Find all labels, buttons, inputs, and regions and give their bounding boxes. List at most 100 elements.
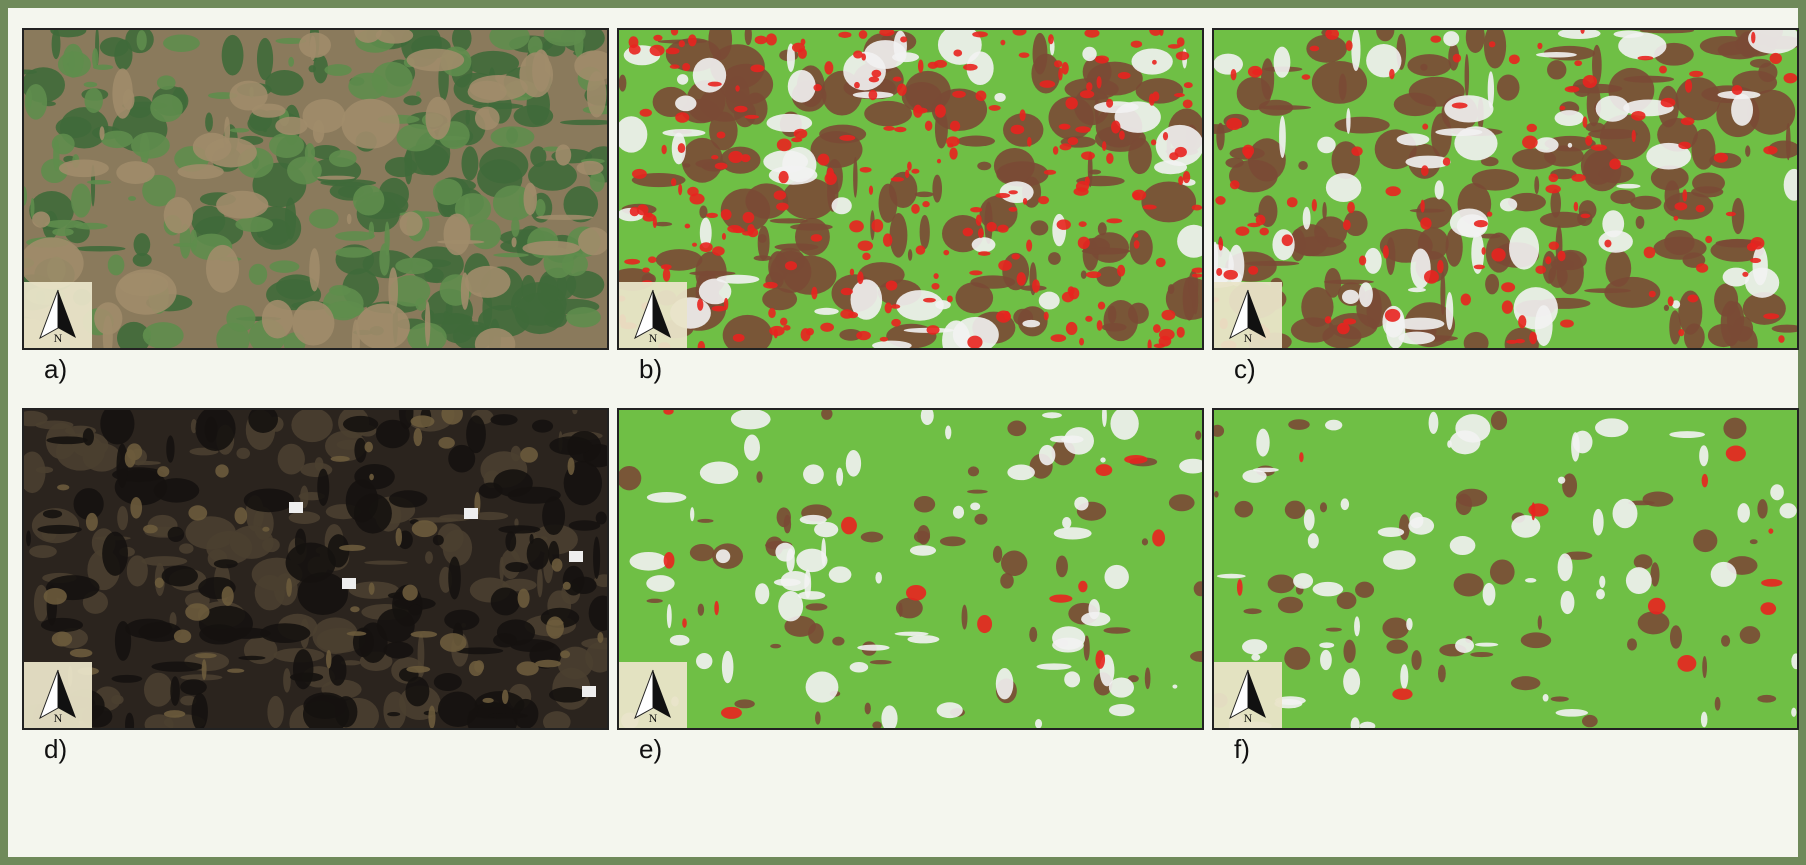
texture-patch — [1039, 445, 1055, 465]
texture-patch — [1668, 296, 1674, 306]
texture-patch — [1298, 161, 1308, 170]
texture-patch — [1472, 169, 1519, 191]
texture-patch — [856, 331, 871, 340]
texture-patch — [309, 248, 320, 291]
texture-patch — [1343, 640, 1355, 663]
texture-patch — [593, 537, 600, 579]
texture-patch — [1455, 414, 1490, 442]
texture-patch — [1059, 143, 1071, 150]
texture-patch — [518, 589, 530, 608]
texture-patch — [1638, 611, 1670, 634]
texture-patch — [1142, 538, 1148, 545]
texture-patch — [238, 656, 265, 660]
texture-patch — [82, 443, 120, 471]
texture-patch — [1183, 171, 1190, 183]
texture-patch — [185, 603, 209, 620]
texture-patch — [1098, 302, 1105, 310]
texture-patch — [839, 135, 855, 141]
texture-patch — [119, 272, 169, 296]
texture-patch — [914, 107, 927, 113]
texture-patch — [1573, 431, 1593, 454]
texture-patch — [117, 506, 128, 530]
texture-patch — [777, 507, 791, 527]
texture-patch — [1678, 329, 1684, 336]
texture-patch — [1490, 559, 1515, 584]
texture-patch — [286, 578, 292, 597]
texture-patch — [542, 496, 565, 535]
texture-patch — [53, 139, 59, 172]
texture-patch — [742, 231, 753, 236]
texture-patch — [1385, 309, 1400, 322]
texture-patch — [1491, 248, 1505, 261]
texture-patch — [1064, 671, 1080, 687]
texture-patch — [1453, 54, 1461, 63]
texture-patch — [576, 161, 603, 175]
texture-patch — [57, 484, 69, 490]
texture-patch — [155, 578, 164, 589]
texture-patch — [1032, 279, 1040, 292]
texture-patch — [780, 318, 787, 326]
texture-patch — [891, 177, 904, 182]
texture-patch — [989, 105, 1001, 111]
texture-patch — [267, 696, 283, 728]
texture-patch — [1285, 501, 1305, 519]
texture-patch — [1073, 187, 1088, 195]
texture-patch — [490, 414, 517, 425]
texture-patch — [1692, 172, 1725, 193]
texture-patch — [977, 615, 992, 633]
texture-patch — [222, 586, 234, 606]
texture-patch — [998, 260, 1012, 271]
texture-patch — [1699, 445, 1708, 466]
texture-patch — [755, 583, 769, 604]
texture-patch — [409, 605, 422, 616]
texture-patch — [788, 70, 816, 103]
texture-patch — [1009, 207, 1018, 212]
texture-patch — [560, 650, 570, 658]
texture-patch — [1156, 125, 1202, 166]
texture-patch — [698, 604, 704, 616]
texture-patch — [137, 30, 147, 50]
texture-patch — [1017, 272, 1026, 285]
texture-patch — [174, 629, 191, 643]
texture-patch — [1583, 75, 1597, 88]
texture-patch — [734, 699, 754, 708]
texture-patch — [1696, 263, 1708, 273]
texture-patch — [1522, 135, 1538, 148]
texture-patch — [706, 213, 718, 218]
texture-patch — [1558, 477, 1565, 484]
texture-patch — [511, 446, 521, 462]
texture-patch — [667, 604, 672, 628]
texture-patch — [1038, 196, 1049, 204]
texture-patch — [1048, 34, 1054, 44]
texture-patch — [369, 474, 374, 480]
texture-patch — [45, 220, 84, 228]
texture-patch — [1407, 54, 1451, 76]
texture-patch — [963, 64, 978, 71]
texture-patch — [335, 247, 372, 258]
texture-patch — [640, 109, 652, 117]
texture-patch — [52, 228, 73, 236]
texture-patch — [947, 143, 954, 147]
texture-patch — [1422, 124, 1428, 130]
texture-patch — [1389, 69, 1395, 79]
texture-patch — [1536, 52, 1577, 58]
texture-patch — [434, 673, 462, 691]
texture-patch — [143, 328, 151, 340]
target-marker — [289, 502, 303, 513]
texture-patch — [179, 543, 193, 553]
texture-patch — [1260, 105, 1311, 110]
texture-patch — [931, 283, 939, 290]
texture-patch — [653, 35, 662, 41]
texture-patch — [1778, 335, 1784, 343]
texture-patch — [777, 138, 792, 151]
texture-patch — [546, 616, 564, 638]
texture-patch — [1302, 74, 1311, 80]
texture-patch — [112, 68, 133, 118]
texture-patch — [1176, 51, 1189, 60]
texture-patch — [879, 184, 898, 223]
texture-patch — [1745, 145, 1750, 156]
texture-patch — [41, 618, 83, 632]
texture-patch — [1312, 199, 1317, 211]
texture-patch — [629, 44, 641, 54]
texture-patch — [1242, 639, 1267, 654]
